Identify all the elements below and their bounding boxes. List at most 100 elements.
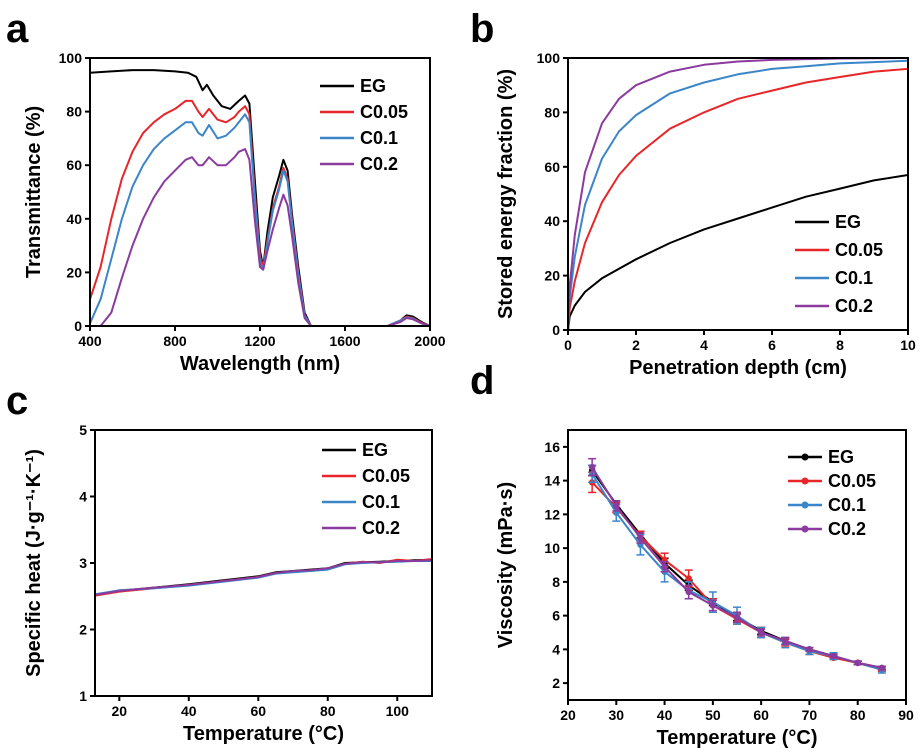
legend-label-c01: C0.1 bbox=[828, 495, 866, 515]
legend-label-c02: C0.2 bbox=[835, 296, 873, 316]
y-tick-label: 100 bbox=[59, 50, 83, 66]
legend-label-c02: C0.2 bbox=[362, 518, 400, 538]
legend-label-c005: C0.05 bbox=[360, 102, 408, 122]
y-axis-label: Specific heat (J·g⁻¹·K⁻¹) bbox=[23, 449, 45, 677]
x-axis-label: Temperature (°C) bbox=[183, 723, 344, 745]
y-tick-label: 0 bbox=[552, 322, 560, 338]
x-tick-label: 100 bbox=[386, 703, 410, 719]
legend: EG C0.05 C0.1 C0.2 bbox=[322, 440, 410, 538]
legend-label-c01: C0.1 bbox=[362, 492, 400, 512]
panel-c-letter: c bbox=[6, 379, 28, 423]
x-tick-label: 2 bbox=[632, 337, 640, 353]
data-point bbox=[637, 534, 644, 542]
y-tick-label: 10 bbox=[544, 540, 560, 556]
x-tick-label: 80 bbox=[850, 707, 866, 723]
x-tick-label: 0 bbox=[564, 337, 572, 353]
series-line-eg bbox=[568, 174, 908, 330]
data-point bbox=[685, 588, 692, 596]
legend-label-eg: EG bbox=[828, 447, 854, 467]
y-tick-label: 4 bbox=[552, 641, 560, 657]
legend: EG C0.05 C0.1 C0.2 bbox=[320, 76, 408, 174]
x-tick-label: 10 bbox=[900, 337, 916, 353]
x-tick-label: 8 bbox=[836, 337, 844, 353]
x-tick-label: 4 bbox=[700, 337, 708, 353]
legend-label-c02: C0.2 bbox=[360, 154, 398, 174]
series-line-c005 bbox=[568, 67, 908, 330]
y-tick-label: 100 bbox=[537, 50, 561, 66]
data-point bbox=[709, 602, 717, 609]
legend-label-c005: C0.05 bbox=[835, 240, 883, 260]
legend-label-c01: C0.1 bbox=[360, 128, 398, 148]
legend-marker bbox=[801, 501, 809, 509]
panel-d-letter: d bbox=[470, 359, 494, 403]
legend-label-c01: C0.1 bbox=[835, 268, 873, 288]
data-point bbox=[733, 614, 741, 621]
plot-area bbox=[588, 457, 886, 674]
y-tick-label: 20 bbox=[66, 264, 82, 280]
legend-label-eg: EG bbox=[835, 212, 861, 232]
x-tick-label: 50 bbox=[705, 707, 721, 723]
series-line-c01 bbox=[90, 113, 430, 326]
plot-frame bbox=[94, 429, 433, 697]
data-point bbox=[685, 575, 692, 582]
y-tick-label: 60 bbox=[66, 157, 82, 173]
y-tick-label: 2 bbox=[79, 622, 87, 638]
x-axis-label: Wavelength (nm) bbox=[180, 353, 340, 375]
y-tick-label: 2 bbox=[552, 675, 560, 691]
y-tick-label: 80 bbox=[544, 104, 560, 120]
panel-a-letter: a bbox=[6, 7, 29, 51]
y-tick-label: 1 bbox=[79, 688, 87, 704]
plot-area bbox=[568, 58, 908, 330]
data-point bbox=[757, 629, 765, 636]
x-tick-label: 400 bbox=[78, 333, 102, 349]
y-tick-label: 8 bbox=[552, 574, 560, 590]
legend-label-c005: C0.05 bbox=[362, 466, 410, 486]
data-point bbox=[854, 659, 861, 667]
series-line-c01 bbox=[568, 59, 908, 330]
y-axis-label: Stored energy fraction (%) bbox=[495, 69, 517, 319]
legend: EG C0.05 C0.1 C0.2 bbox=[795, 212, 883, 316]
data-point bbox=[782, 637, 789, 645]
y-tick-label: 6 bbox=[552, 608, 560, 624]
x-tick-label: 80 bbox=[320, 703, 336, 719]
x-tick-label: 1600 bbox=[329, 333, 360, 349]
panel-b-letter: b bbox=[470, 7, 494, 51]
plot-frame bbox=[567, 429, 907, 701]
y-tick-label: 20 bbox=[544, 268, 560, 284]
x-tick-label: 800 bbox=[163, 333, 187, 349]
legend-label-eg: EG bbox=[362, 440, 388, 460]
plot-area bbox=[90, 69, 430, 326]
y-tick-label: 12 bbox=[544, 506, 560, 522]
x-tick-label: 6 bbox=[768, 337, 776, 353]
x-tick-label: 30 bbox=[608, 707, 624, 723]
y-tick-label: 14 bbox=[544, 473, 560, 489]
data-point bbox=[830, 652, 837, 660]
legend-label-c005: C0.05 bbox=[828, 471, 876, 491]
y-tick-label: 0 bbox=[74, 318, 82, 334]
y-tick-label: 5 bbox=[79, 422, 87, 438]
y-tick-label: 3 bbox=[79, 555, 87, 571]
legend-label-c02: C0.2 bbox=[828, 519, 866, 539]
x-tick-label: 40 bbox=[181, 703, 197, 719]
series-line-c02 bbox=[90, 148, 430, 326]
y-tick-label: 60 bbox=[544, 159, 560, 175]
plot-area bbox=[95, 558, 432, 597]
legend: EG C0.05 C0.1 C0.2 bbox=[788, 447, 876, 539]
legend-marker bbox=[801, 477, 809, 485]
x-tick-label: 1200 bbox=[244, 333, 275, 349]
plot-frame bbox=[567, 57, 909, 331]
data-point bbox=[588, 463, 596, 471]
legend-marker bbox=[801, 525, 809, 533]
x-tick-label: 20 bbox=[560, 707, 576, 723]
y-tick-label: 40 bbox=[66, 211, 82, 227]
x-tick-label: 60 bbox=[753, 707, 769, 723]
y-axis-label: Transmittance (%) bbox=[23, 106, 45, 278]
x-tick-label: 20 bbox=[112, 703, 128, 719]
data-point bbox=[613, 502, 620, 510]
data-point bbox=[878, 664, 886, 672]
panel-a-transmittance-chart: 400 800 1200 1600 2000 0 20 40 60 80 100 Wavelength… bbox=[23, 50, 446, 375]
plot-frame bbox=[89, 57, 431, 327]
x-axis-label: Penetration depth (cm) bbox=[629, 357, 847, 379]
